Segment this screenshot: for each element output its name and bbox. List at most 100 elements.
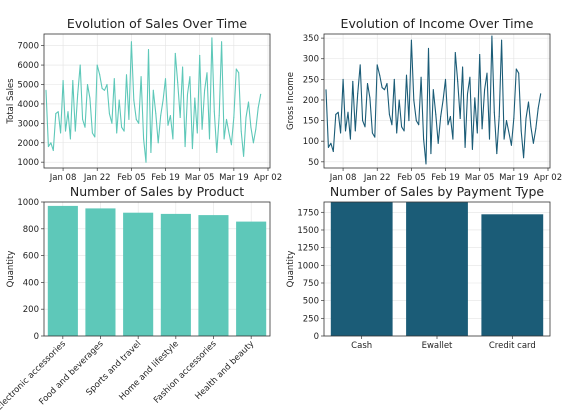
data-point — [540, 93, 542, 95]
bar — [236, 221, 267, 336]
data-point — [364, 126, 366, 128]
data-point — [245, 117, 247, 118]
data-point — [481, 128, 483, 130]
x-tick-label: Apr 02 — [254, 173, 282, 183]
data-point — [386, 83, 388, 84]
data-point — [99, 74, 101, 76]
data-point — [413, 99, 415, 101]
data-point — [250, 126, 252, 128]
data-point — [491, 35, 493, 37]
data-point — [408, 120, 410, 122]
data-point — [182, 66, 184, 68]
bar — [481, 214, 544, 336]
data-point — [238, 72, 240, 74]
data-point — [128, 118, 130, 120]
data-point — [206, 72, 208, 74]
bar — [330, 202, 393, 336]
data-point — [140, 76, 142, 78]
data-point — [160, 115, 162, 117]
data-point — [367, 83, 368, 84]
data-point — [89, 97, 91, 99]
data-point — [191, 148, 193, 150]
data-point — [374, 136, 376, 138]
data-point — [476, 132, 478, 134]
y-tick-label: 300 — [303, 55, 319, 65]
x-tick-label: Food and beverages — [37, 339, 106, 408]
data-point — [104, 89, 105, 91]
sales-by-product-chart: Number of Sales by Product Quantity 0 200 40… — [0, 184, 271, 413]
y-axis-label: Gross Income — [286, 72, 296, 130]
data-point — [150, 152, 152, 153]
y-axis-label: Quantity — [6, 251, 16, 288]
data-point — [101, 87, 103, 89]
y-tick-label: 5000 — [17, 80, 39, 90]
data-point — [435, 113, 437, 115]
data-point — [60, 132, 62, 134]
data-point — [349, 138, 351, 140]
data-point — [462, 66, 464, 68]
data-point — [223, 138, 225, 140]
data-point — [79, 64, 81, 66]
x-tick-label: Jan 08 — [49, 173, 77, 183]
data-point — [425, 163, 427, 165]
data-point — [496, 153, 498, 155]
y-tick-label: 0 — [34, 332, 39, 342]
data-point — [506, 120, 507, 122]
data-point — [337, 111, 339, 113]
chart-title: Number of Sales by Product — [70, 184, 244, 199]
data-point — [257, 107, 259, 109]
data-point — [352, 80, 354, 82]
chart-title: Evolution of Sales Over Time — [67, 16, 247, 31]
data-point — [138, 122, 140, 124]
data-point — [423, 138, 425, 140]
data-point — [508, 132, 510, 134]
data-point — [342, 78, 344, 80]
data-point — [126, 74, 127, 76]
data-point — [255, 128, 257, 130]
data-point — [398, 99, 400, 101]
sales-by-payment-chart: Number of Sales by Payment Type Quantity 0… — [286, 184, 551, 351]
data-point — [447, 124, 449, 126]
data-point — [184, 146, 186, 148]
data-point — [77, 93, 79, 95]
x-tick-label: Credit card — [489, 341, 536, 351]
data-point — [501, 39, 503, 41]
data-point — [55, 113, 57, 115]
y-tick-label: 0 — [314, 332, 319, 342]
data-point — [430, 153, 432, 155]
chart-title: Evolution of Income Over Time — [341, 16, 534, 31]
x-tick-label: Ewallet — [422, 341, 453, 351]
x-tick-label: Jan 22 — [83, 173, 111, 183]
data-point — [211, 37, 213, 39]
x-tick-label: Feb 19 — [151, 173, 180, 183]
data-point — [65, 130, 66, 132]
y-tick-label: 800 — [23, 225, 39, 235]
data-point — [428, 47, 429, 49]
data-point — [432, 89, 434, 91]
data-point — [118, 99, 120, 101]
data-point — [440, 116, 442, 117]
data-point — [345, 130, 346, 132]
data-point — [369, 97, 371, 99]
data-point — [442, 99, 444, 101]
x-tick-label: Electronic accessories — [0, 339, 68, 413]
data-point — [91, 132, 93, 134]
data-point — [204, 89, 206, 91]
data-point — [379, 74, 381, 76]
data-point — [248, 101, 249, 103]
x-tick-label: Mar 05 — [185, 173, 215, 183]
data-point — [133, 99, 135, 101]
x-tick-label: Feb 19 — [431, 173, 460, 183]
data-point — [67, 111, 69, 113]
x-tick-label: Mar 19 — [499, 173, 529, 183]
data-point — [216, 152, 218, 153]
x-tick-label: Jan 22 — [363, 173, 391, 183]
data-point — [332, 151, 334, 152]
data-point — [489, 138, 490, 140]
data-point — [449, 116, 451, 117]
data-point — [391, 124, 393, 126]
data-point — [340, 132, 342, 134]
data-point — [167, 124, 169, 126]
data-point — [199, 54, 201, 56]
